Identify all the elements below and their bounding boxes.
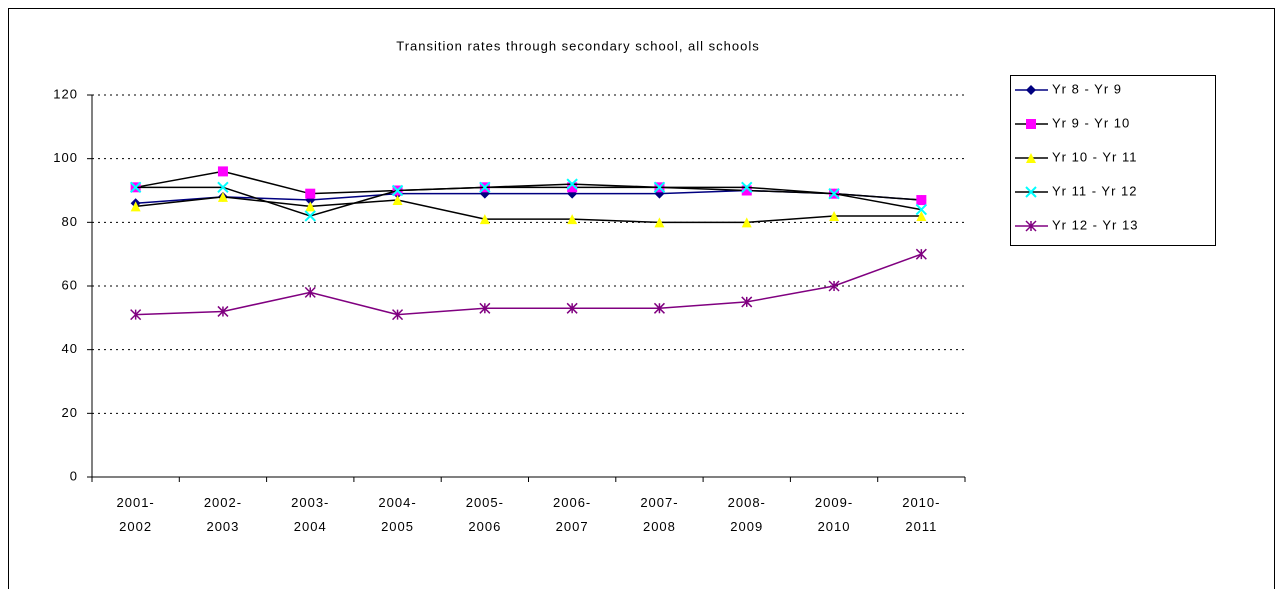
marker bbox=[915, 203, 928, 216]
marker bbox=[567, 182, 578, 193]
legend-marker bbox=[1026, 119, 1036, 129]
legend-label: Yr 8 - Yr 9 bbox=[1052, 81, 1122, 96]
y-tick-label: 100 bbox=[53, 150, 78, 165]
marker bbox=[828, 187, 840, 200]
marker bbox=[391, 184, 404, 197]
marker bbox=[916, 195, 927, 206]
legend-box bbox=[1010, 75, 1216, 246]
legend-marker bbox=[1026, 153, 1036, 163]
legend-label: Yr 12 - Yr 13 bbox=[1052, 217, 1138, 232]
marker bbox=[217, 166, 228, 177]
marker bbox=[305, 188, 316, 199]
series-line bbox=[135, 170, 922, 201]
x-tick-label: 2010-2011 bbox=[902, 495, 941, 534]
marker bbox=[915, 248, 927, 260]
marker bbox=[828, 280, 840, 292]
marker bbox=[653, 302, 665, 314]
legend-marker bbox=[1025, 220, 1037, 232]
marker bbox=[653, 181, 666, 194]
marker bbox=[741, 185, 752, 196]
x-tick-label: 2002-2003 bbox=[203, 495, 243, 534]
marker bbox=[654, 217, 665, 228]
marker bbox=[741, 217, 752, 228]
marker bbox=[217, 305, 229, 317]
chart-frame bbox=[8, 8, 1275, 589]
y-tick-label: 20 bbox=[62, 405, 78, 420]
marker bbox=[916, 210, 927, 221]
marker bbox=[304, 286, 316, 298]
legend-label: Yr 9 - Yr 10 bbox=[1052, 115, 1130, 130]
marker bbox=[130, 309, 142, 321]
legend-marker bbox=[1025, 186, 1037, 198]
marker bbox=[829, 210, 840, 221]
marker bbox=[479, 181, 491, 194]
marker bbox=[567, 214, 578, 225]
x-tick-label: 2003-2004 bbox=[291, 495, 330, 534]
x-tick-label: 2009-2010 bbox=[814, 495, 854, 534]
y-tick-label: 120 bbox=[53, 86, 78, 101]
marker bbox=[479, 302, 491, 314]
y-tick-label: 0 bbox=[70, 468, 78, 483]
legend-marker bbox=[1026, 85, 1036, 95]
series-line bbox=[135, 196, 922, 224]
series-line bbox=[135, 183, 922, 217]
marker bbox=[129, 181, 142, 194]
y-tick-label: 40 bbox=[62, 341, 78, 356]
x-tick-label: 2001-2002 bbox=[116, 495, 155, 534]
chart-title: Transition rates through secondary schoo… bbox=[396, 38, 760, 53]
legend-label: Yr 10 - Yr 11 bbox=[1052, 149, 1138, 164]
marker bbox=[566, 178, 578, 190]
marker bbox=[304, 210, 316, 222]
marker bbox=[479, 214, 490, 225]
series-line bbox=[135, 253, 922, 316]
marker bbox=[741, 296, 753, 308]
legend-label: Yr 11 - Yr 12 bbox=[1052, 183, 1138, 198]
x-tick-label: 2005-2006 bbox=[465, 495, 504, 534]
x-tick-label: 2006-2007 bbox=[553, 495, 592, 534]
y-tick-label: 80 bbox=[62, 214, 78, 229]
marker bbox=[392, 195, 403, 206]
marker bbox=[217, 191, 228, 202]
marker bbox=[741, 181, 753, 194]
y-tick-label: 60 bbox=[62, 277, 78, 292]
marker bbox=[130, 201, 141, 212]
x-tick-label: 2008-2009 bbox=[727, 495, 766, 534]
marker bbox=[305, 201, 316, 212]
x-tick-label: 2007-2008 bbox=[640, 495, 679, 534]
marker bbox=[566, 302, 578, 314]
marker bbox=[217, 181, 229, 194]
x-tick-label: 2004-2005 bbox=[378, 495, 417, 534]
marker bbox=[392, 309, 404, 321]
